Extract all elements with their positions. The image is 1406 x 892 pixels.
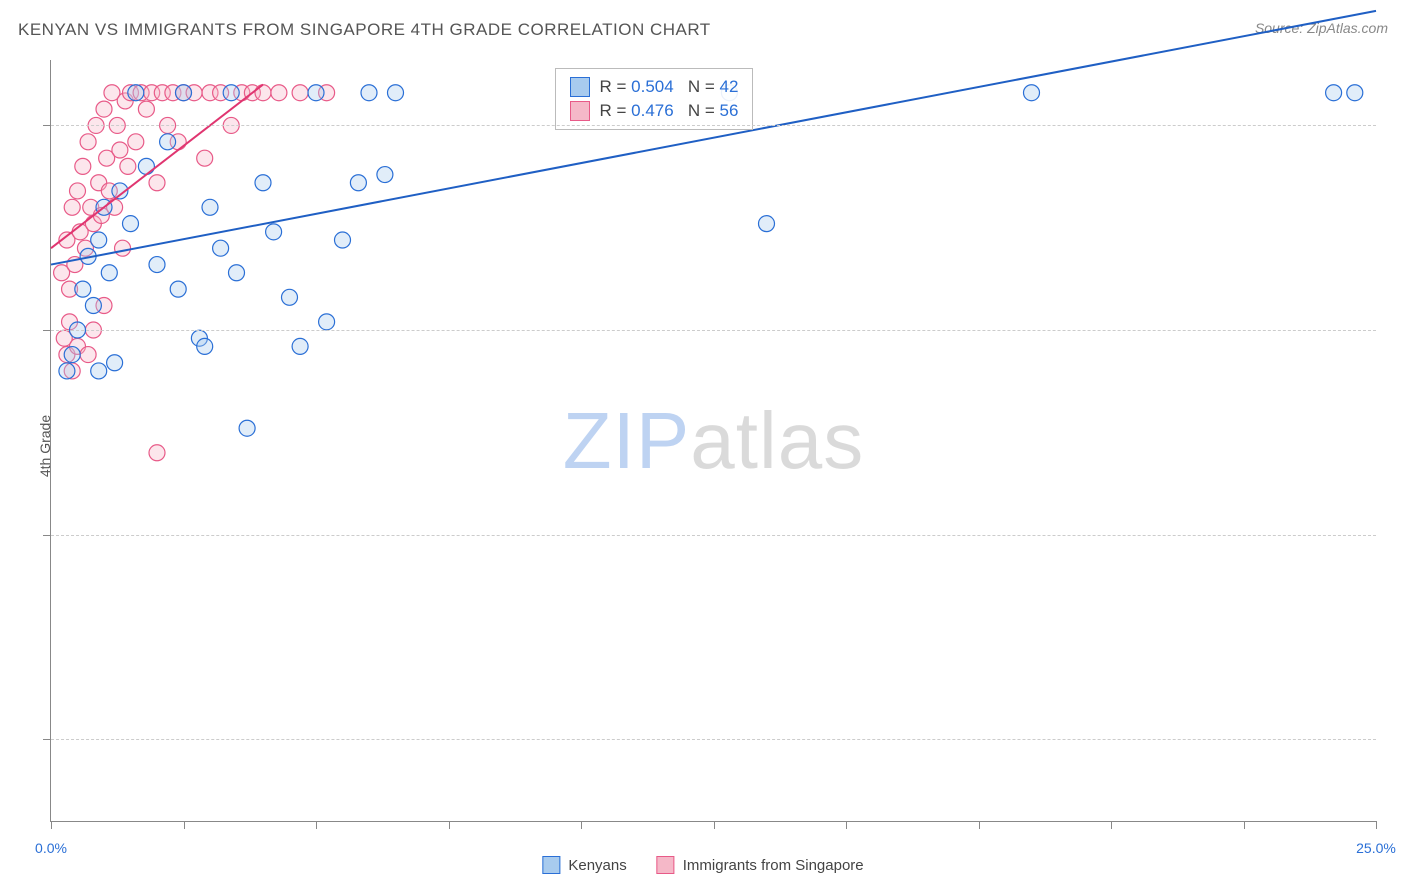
- y-tick-label: 100.0%: [1386, 117, 1406, 133]
- chart-container: KENYAN VS IMMIGRANTS FROM SINGAPORE 4TH …: [0, 0, 1406, 892]
- scatter-point: [149, 257, 165, 273]
- scatter-point: [128, 85, 144, 101]
- x-tick: [1111, 821, 1112, 829]
- scatter-point: [1024, 85, 1040, 101]
- y-tick: [43, 739, 51, 740]
- scatter-point: [70, 183, 86, 199]
- scatter-point: [377, 167, 393, 183]
- legend-item: Kenyans: [542, 856, 626, 874]
- scatter-point: [197, 338, 213, 354]
- scatter-point: [170, 281, 186, 297]
- stats-text: R = 0.504 N = 42: [600, 77, 739, 97]
- chart-title: KENYAN VS IMMIGRANTS FROM SINGAPORE 4TH …: [18, 20, 711, 40]
- legend-label: Kenyans: [568, 857, 626, 874]
- scatter-point: [292, 85, 308, 101]
- scatter-point: [308, 85, 324, 101]
- scatter-point: [91, 363, 107, 379]
- legend-item: Immigrants from Singapore: [657, 856, 864, 874]
- stats-text: R = 0.476 N = 56: [600, 101, 739, 121]
- scatter-point: [292, 338, 308, 354]
- grid-line: [51, 739, 1376, 740]
- x-tick: [979, 821, 980, 829]
- scatter-point: [160, 134, 176, 150]
- y-tick-label: 97.5%: [1386, 322, 1406, 338]
- scatter-point: [255, 175, 271, 191]
- x-tick-label: 25.0%: [1356, 840, 1396, 856]
- scatter-point: [229, 265, 245, 281]
- x-tick: [51, 821, 52, 829]
- y-tick: [43, 330, 51, 331]
- y-tick-label: 95.0%: [1386, 527, 1406, 543]
- y-tick: [43, 535, 51, 536]
- stats-legend-box: R = 0.504 N = 42 R = 0.476 N = 56: [555, 68, 754, 130]
- scatter-point: [120, 158, 136, 174]
- scatter-point: [266, 224, 282, 240]
- chart-svg: [51, 60, 1376, 821]
- scatter-point: [1347, 85, 1363, 101]
- scatter-point: [101, 265, 117, 281]
- scatter-point: [388, 85, 404, 101]
- scatter-point: [1326, 85, 1342, 101]
- scatter-point: [202, 199, 218, 215]
- scatter-point: [75, 281, 91, 297]
- scatter-point: [80, 134, 96, 150]
- scatter-point: [350, 175, 366, 191]
- scatter-point: [112, 142, 128, 158]
- trend-line: [51, 11, 1376, 265]
- x-tick: [1244, 821, 1245, 829]
- plot-area: ZIPatlas R = 0.504 N = 42R = 0.476 N = 5…: [50, 60, 1376, 822]
- x-tick-label: 0.0%: [35, 840, 67, 856]
- scatter-point: [239, 420, 255, 436]
- scatter-point: [271, 85, 287, 101]
- scatter-point: [138, 158, 154, 174]
- scatter-point: [64, 199, 80, 215]
- scatter-point: [335, 232, 351, 248]
- legend-swatch: [657, 856, 675, 874]
- scatter-point: [282, 289, 298, 305]
- scatter-point: [128, 134, 144, 150]
- scatter-point: [197, 150, 213, 166]
- scatter-point: [96, 101, 112, 117]
- x-tick: [714, 821, 715, 829]
- stats-row: R = 0.476 N = 56: [570, 99, 739, 123]
- scatter-point: [59, 363, 75, 379]
- x-tick: [316, 821, 317, 829]
- x-tick: [449, 821, 450, 829]
- scatter-point: [319, 314, 335, 330]
- x-tick: [1376, 821, 1377, 829]
- scatter-point: [138, 101, 154, 117]
- scatter-point: [213, 240, 229, 256]
- stats-row: R = 0.504 N = 42: [570, 75, 739, 99]
- scatter-point: [176, 85, 192, 101]
- scatter-point: [80, 347, 96, 363]
- legend-label: Immigrants from Singapore: [683, 857, 864, 874]
- grid-line: [51, 535, 1376, 536]
- scatter-point: [361, 85, 377, 101]
- stats-swatch: [570, 77, 590, 97]
- y-tick: [43, 125, 51, 126]
- scatter-point: [223, 85, 239, 101]
- scatter-point: [107, 355, 123, 371]
- grid-line: [51, 330, 1376, 331]
- x-tick: [846, 821, 847, 829]
- scatter-point: [91, 232, 107, 248]
- scatter-point: [255, 85, 271, 101]
- x-tick: [184, 821, 185, 829]
- scatter-point: [759, 216, 775, 232]
- legend-swatch: [542, 856, 560, 874]
- source-attribution: Source: ZipAtlas.com: [1255, 20, 1388, 36]
- x-tick: [581, 821, 582, 829]
- scatter-point: [123, 216, 139, 232]
- scatter-point: [75, 158, 91, 174]
- grid-line: [51, 125, 1376, 126]
- scatter-point: [149, 175, 165, 191]
- scatter-point: [115, 240, 131, 256]
- legend-bottom: Kenyans Immigrants from Singapore: [542, 856, 863, 874]
- scatter-point: [149, 445, 165, 461]
- stats-swatch: [570, 101, 590, 121]
- y-tick-label: 92.5%: [1386, 731, 1406, 747]
- scatter-point: [85, 297, 101, 313]
- scatter-point: [64, 347, 80, 363]
